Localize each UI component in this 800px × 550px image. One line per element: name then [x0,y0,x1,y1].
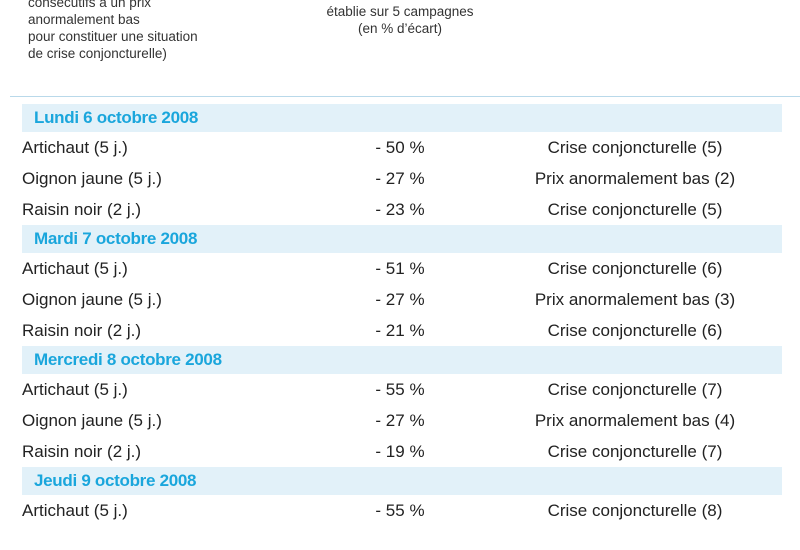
table-row: Artichaut (5 j.) - 50 % Crise conjonctur… [0,132,800,163]
product-cell: Artichaut (5 j.) [22,259,128,278]
ecart-cell: - 19 % [375,442,425,461]
table-row: Raisin noir (2 j.) - 21 % Crise conjonct… [0,315,800,346]
day-header-jeudi: Jeudi 9 octobre 2008 [22,467,782,495]
product-cell: Artichaut (5 j.) [22,380,128,399]
situation-cell: Prix anormalement bas (3) [534,290,736,309]
table-row: Raisin noir (2 j.) - 23 % Crise conjonct… [0,194,800,225]
situation-cell: Crise conjoncturelle (5) [547,138,723,157]
ecart-cell: - 23 % [375,200,425,219]
header-line: anormalement bas [28,12,140,27]
situation-cell: Prix anormalement bas (4) [534,411,736,430]
table-row: Oignon jaune (5 j.) - 27 % Prix anormale… [0,163,800,194]
ecart-cell: - 55 % [375,380,425,399]
situation-cell: Crise conjoncturelle (5) [547,200,723,219]
header-divider [10,96,800,97]
situation-cell: Crise conjoncturelle (6) [547,321,723,340]
day-header-lundi: Lundi 6 octobre 2008 [22,104,782,132]
header-line: de crise conjoncturelle) [28,46,167,61]
product-cell: Raisin noir (2 j.) [22,200,142,219]
table-row: Artichaut (5 j.) - 51 % Crise conjonctur… [0,253,800,284]
ecart-cell: - 27 % [375,169,425,188]
ecart-cell: - 55 % [375,501,425,520]
situation-cell: Prix anormalement bas (2) [534,169,736,188]
table-row: Artichaut (5 j.) - 55 % Crise conjonctur… [0,374,800,405]
day-header-mercredi: Mercredi 8 octobre 2008 [22,346,782,374]
header-line: consécutifs à un prix [28,0,152,10]
situation-cell: Crise conjoncturelle (6) [547,259,723,278]
product-cell: Raisin noir (2 j.) [22,321,142,340]
table-row: Oignon jaune (5 j.) - 27 % Prix anormale… [0,405,800,436]
ecart-cell: - 27 % [375,411,425,430]
ecart-cell: - 51 % [375,259,425,278]
price-situation-table: Lundi 6 octobre 2008 Artichaut (5 j.) - … [0,104,800,526]
header-reference-note: établie sur 5 campagnes (en % d’écart) [300,3,500,37]
situation-cell: Crise conjoncturelle (7) [547,442,723,461]
product-cell: Oignon jaune (5 j.) [22,169,162,188]
product-cell: Oignon jaune (5 j.) [22,411,162,430]
header-line: établie sur 5 campagnes [326,4,474,19]
ecart-cell: - 50 % [375,138,425,157]
table-row: Artichaut (5 j.) - 55 % Crise conjonctur… [0,495,800,526]
header-threshold-note: consécutifs à un prix anormalement bas p… [28,0,288,62]
product-cell: Oignon jaune (5 j.) [22,290,162,309]
header-line: pour constituer une situation [28,29,198,44]
product-cell: Raisin noir (2 j.) [22,442,142,461]
product-cell: Artichaut (5 j.) [22,501,128,520]
day-header-mardi: Mardi 7 octobre 2008 [22,225,782,253]
product-cell: Artichaut (5 j.) [22,138,128,157]
table-row: Raisin noir (2 j.) - 19 % Crise conjonct… [0,436,800,467]
header-line: (en % d’écart) [357,21,443,36]
ecart-cell: - 27 % [375,290,425,309]
ecart-cell: - 21 % [375,321,425,340]
situation-cell: Crise conjoncturelle (7) [547,380,723,399]
table-row: Oignon jaune (5 j.) - 27 % Prix anormale… [0,284,800,315]
table-header: consécutifs à un prix anormalement bas p… [0,0,800,96]
situation-cell: Crise conjoncturelle (8) [547,501,723,520]
